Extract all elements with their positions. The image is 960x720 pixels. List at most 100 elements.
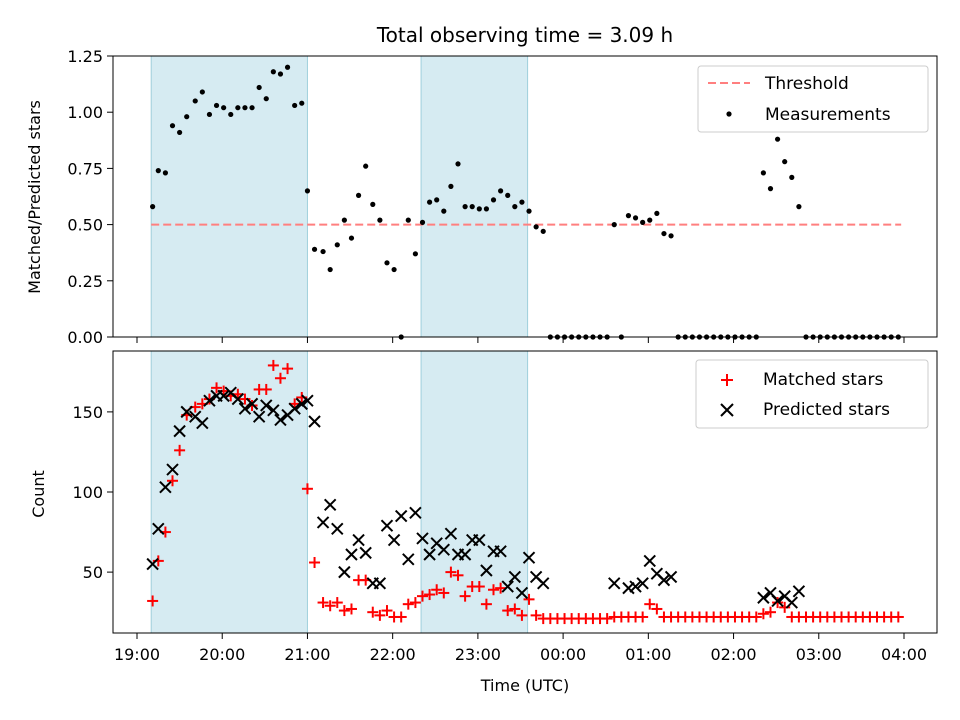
matched-star-point [324, 600, 336, 612]
measurement-point [311, 246, 318, 252]
x-tick-label: 19:00 [114, 645, 160, 664]
x-tick-label: 22:00 [370, 645, 416, 664]
matched-star-point [502, 605, 514, 617]
predicted-star-point [409, 506, 422, 520]
matched-star-point [309, 557, 321, 568]
chart-title: Total observing time = 3.09 h [376, 23, 673, 47]
matched-star-point [424, 589, 436, 601]
predicted-star-point [260, 399, 273, 412]
predicted-star-point [394, 509, 408, 523]
measurement-point [767, 186, 774, 192]
predicted-star-point [785, 596, 798, 609]
matched-legend-label: Matched stars [763, 370, 883, 390]
top-axes-frame [112, 55, 938, 338]
measurement-point [256, 84, 262, 91]
top-shaded-regions [150, 55, 529, 338]
matched-star-point [452, 569, 464, 581]
matched-star-point [892, 611, 904, 623]
measurement-point [625, 213, 632, 219]
predicted-star-point [295, 397, 308, 411]
predicted-star-point [345, 548, 358, 561]
matched-star-point [338, 605, 350, 617]
matched-star-point [395, 611, 407, 623]
predicted-star-point [473, 533, 486, 547]
predicted-star-point [643, 554, 656, 568]
y-tick-label: 0.50 [67, 216, 103, 235]
matched-star-point [367, 606, 379, 618]
matched-star-point [601, 613, 613, 625]
y-tick-label: 150 [72, 403, 103, 422]
measurement-point [320, 248, 326, 255]
measurement-point [426, 199, 433, 205]
measurement-point [412, 251, 418, 257]
predicted-star-point [458, 548, 472, 561]
top-y-axis-label: Matched/Predicted stars [25, 100, 44, 294]
shaded-interval [150, 55, 308, 338]
measurement-point [647, 217, 653, 223]
predicted-star-point [359, 546, 372, 560]
bottom-shaded-regions [150, 350, 529, 634]
y-tick-label: 0.75 [67, 159, 103, 178]
measurement-point [455, 161, 461, 167]
matched-star-point [523, 593, 535, 605]
measurement-point [334, 242, 340, 248]
matched-star-point [480, 598, 492, 610]
measurement-point [155, 168, 161, 174]
measurement-point [363, 163, 369, 169]
measurement-point [611, 222, 617, 228]
predicted-star-point [480, 564, 493, 577]
predicted-stars-series [146, 386, 806, 609]
measurement-point [526, 208, 532, 214]
matched-star-point [381, 605, 393, 617]
measurement-point [228, 111, 234, 118]
measurement-point [206, 111, 213, 118]
predicted-star-point [308, 415, 321, 428]
matched-star-point [301, 483, 313, 495]
matched-star-point [331, 597, 343, 609]
matched-star-point [167, 475, 179, 487]
predicted-star-point [494, 545, 507, 558]
matched-star-point [402, 598, 414, 610]
threshold-legend-label: Threshold [764, 74, 849, 94]
matched-star-point [431, 584, 443, 596]
measurements-legend-marker [726, 111, 732, 117]
matched-star-point [509, 603, 521, 615]
y-tick-label: 1.25 [67, 47, 103, 66]
predicted-star-point [608, 577, 621, 590]
predicted-legend-marker [720, 403, 734, 417]
predicted-star-point [402, 553, 415, 566]
matched-star-point [764, 606, 776, 618]
measurements-legend-label: Measurements [765, 105, 891, 125]
measurement-point [348, 235, 355, 241]
predicted-star-point [423, 548, 436, 561]
measurement-point [277, 71, 284, 77]
predicted-star-point [380, 519, 394, 532]
top-legend-box [697, 65, 929, 133]
predicted-star-point [757, 591, 770, 604]
x-tick-label: 00:00 [540, 645, 586, 664]
predicted-star-point [508, 570, 522, 584]
predicted-star-point [166, 463, 179, 476]
predicted-star-point [267, 404, 280, 417]
matched-star-point [147, 595, 159, 607]
measurement-point [462, 204, 468, 210]
measurement-point [150, 204, 156, 210]
predicted-star-point [537, 577, 550, 590]
predicted-legend-label: Predicted stars [763, 400, 890, 420]
predicted-star-point [352, 533, 365, 547]
measurement-point [469, 204, 475, 210]
x-tick-label: 20:00 [199, 645, 245, 664]
matched-star-point [174, 444, 186, 456]
measurement-point [292, 102, 298, 109]
measurement-point [434, 197, 440, 203]
predicted-star-point [444, 527, 458, 540]
measurement-point [483, 206, 490, 212]
measurement-point [661, 230, 667, 237]
measurement-point [327, 266, 333, 273]
bottom-legend: Matched stars Predicted stars [695, 359, 929, 429]
measurement-point [519, 199, 525, 205]
matched-star-point [495, 582, 507, 594]
predicted-star-point [203, 394, 216, 407]
matched-star-point [260, 383, 272, 395]
predicted-star-point [373, 577, 387, 590]
